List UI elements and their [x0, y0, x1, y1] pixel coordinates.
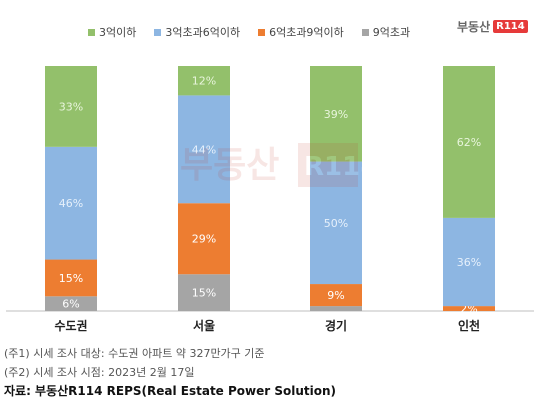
category-label: 서울: [193, 318, 215, 333]
legend-swatch-series-2: [154, 28, 162, 36]
legend-item-series-3: 6억초과9억이하: [258, 24, 344, 40]
data-label: 44%: [192, 143, 216, 156]
legend: 3억이하 3억초과6억이하 6억초과9억이하 9억초과: [88, 24, 410, 40]
data-label: 50%: [324, 217, 348, 230]
category-label: 수도권: [54, 319, 87, 333]
logo-text: 부동산: [457, 20, 491, 34]
data-label: 36%: [457, 256, 481, 269]
data-label: 9%: [327, 289, 344, 302]
data-label: 62%: [457, 136, 481, 149]
legend-item-series-2: 3억초과6억이하: [154, 24, 240, 40]
data-label: 33%: [59, 100, 83, 113]
data-label: 39%: [324, 108, 348, 121]
data-label: 6%: [62, 298, 79, 311]
data-label: 46%: [59, 197, 83, 210]
note-1: (주1) 시세 조사 대상: 수도권 아파트 약 327만가구 기준: [4, 347, 265, 360]
bar-segment: [443, 306, 495, 311]
data-label: 12%: [192, 75, 216, 88]
bar-segment: [178, 203, 230, 275]
note-2: (주2) 시세 조사 시점: 2023년 2월 17일: [4, 366, 195, 379]
legend-swatch-series-3: [258, 28, 266, 36]
bar-segment: [45, 66, 97, 147]
bar-segment: [443, 217, 495, 307]
legend-label-series-2: 3억초과6억이하: [165, 26, 241, 39]
category-label: 경기: [325, 318, 347, 333]
bar-segment: [178, 95, 230, 204]
source-note: 자료: 부동산R114 REPS(Real Estate Power Solut…: [4, 384, 337, 398]
bar-segment: [45, 146, 97, 260]
chart-notes: (주1) 시세 조사 대상: 수도권 아파트 약 327만가구 기준 (주2) …: [4, 344, 336, 401]
data-label: 15%: [192, 287, 216, 300]
logo-box: R114: [493, 20, 528, 33]
data-label: 15%: [59, 272, 83, 285]
data-label: 29%: [192, 233, 216, 246]
legend-item-series-1: 3억이하: [88, 24, 136, 40]
bar-segment: [45, 259, 97, 297]
legend-swatch-series-1: [88, 28, 95, 36]
legend-label-series-4: 9억초과: [372, 26, 411, 39]
bar-segment: [310, 161, 362, 285]
category-label: 인천: [458, 318, 480, 333]
bar-segment: [310, 306, 362, 311]
legend-label-series-1: 3억이하: [99, 26, 137, 39]
bar-segment: [178, 274, 230, 311]
legend-swatch-series-4: [361, 28, 369, 36]
bar-segment: [45, 296, 97, 311]
bar-segment: [443, 66, 495, 218]
legend-item-series-4: 9억초과: [361, 24, 411, 40]
bar-segment: [310, 284, 362, 307]
bar-segment: [310, 66, 362, 162]
brand-logo: 부동산 R114: [457, 18, 528, 35]
bar-segment: [178, 66, 230, 96]
legend-label-series-3: 6억초과9억이하: [269, 26, 344, 39]
